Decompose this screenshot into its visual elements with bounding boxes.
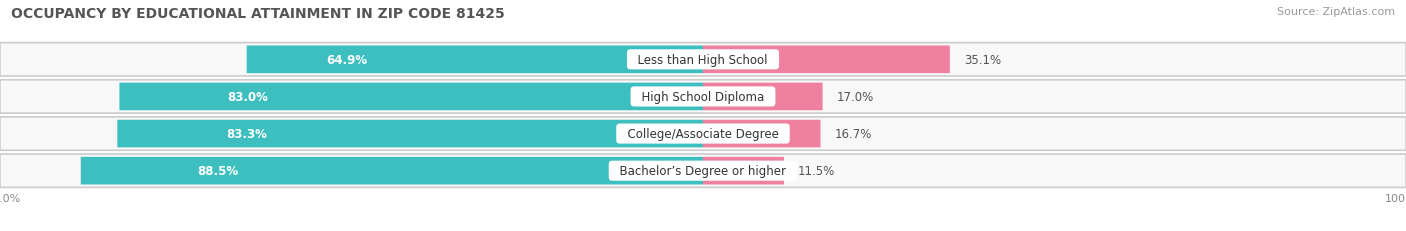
Text: Source: ZipAtlas.com: Source: ZipAtlas.com [1277, 7, 1395, 17]
FancyBboxPatch shape [246, 46, 703, 74]
FancyBboxPatch shape [703, 46, 950, 74]
Text: 64.9%: 64.9% [326, 54, 368, 67]
FancyBboxPatch shape [117, 120, 703, 148]
Text: College/Associate Degree: College/Associate Degree [620, 128, 786, 140]
Text: OCCUPANCY BY EDUCATIONAL ATTAINMENT IN ZIP CODE 81425: OCCUPANCY BY EDUCATIONAL ATTAINMENT IN Z… [11, 7, 505, 21]
Text: 17.0%: 17.0% [837, 91, 873, 103]
FancyBboxPatch shape [0, 154, 1406, 188]
Text: Less than High School: Less than High School [630, 54, 776, 67]
Text: 88.5%: 88.5% [197, 164, 238, 177]
FancyBboxPatch shape [0, 80, 1406, 114]
Text: 16.7%: 16.7% [835, 128, 872, 140]
Text: 35.1%: 35.1% [965, 54, 1001, 67]
FancyBboxPatch shape [703, 120, 821, 148]
Text: Bachelor’s Degree or higher: Bachelor’s Degree or higher [612, 164, 794, 177]
FancyBboxPatch shape [120, 83, 703, 111]
FancyBboxPatch shape [703, 157, 785, 185]
FancyBboxPatch shape [80, 157, 703, 185]
FancyBboxPatch shape [0, 43, 1406, 77]
Text: High School Diploma: High School Diploma [634, 91, 772, 103]
FancyBboxPatch shape [703, 83, 823, 111]
Text: 83.0%: 83.0% [228, 91, 269, 103]
Text: 83.3%: 83.3% [226, 128, 267, 140]
FancyBboxPatch shape [0, 117, 1406, 151]
Text: 11.5%: 11.5% [799, 164, 835, 177]
